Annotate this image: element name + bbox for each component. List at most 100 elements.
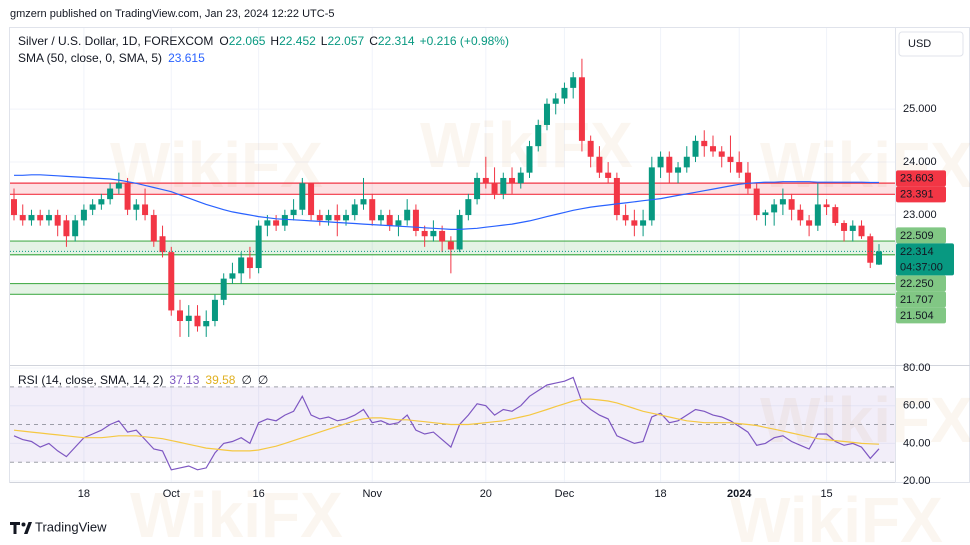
- candle-body: [19, 215, 26, 221]
- candle-body: [299, 183, 306, 210]
- candle-body: [238, 257, 245, 274]
- price-tag: [896, 186, 946, 203]
- y-tick-label: 24.000: [903, 156, 937, 168]
- candle-body: [596, 156, 603, 173]
- brand-name: TradingView: [35, 519, 107, 534]
- candle-body: [622, 215, 629, 221]
- candle-body: [412, 209, 419, 231]
- price-tag: [896, 307, 946, 324]
- candle-body: [762, 212, 769, 216]
- sma-legend: SMA (50, close, 0, SMA, 5) 23.615: [18, 51, 205, 65]
- watermarks: WikiFXWikiFXWikiFXWikiFXWikiFXWikiFX: [110, 109, 970, 545]
- candle-body: [517, 172, 524, 184]
- candle-body: [788, 199, 795, 210]
- candle-body: [526, 146, 533, 173]
- candle-body: [797, 209, 804, 221]
- candle-body: [395, 220, 402, 226]
- candle-body: [666, 156, 673, 173]
- candle-body: [491, 183, 498, 194]
- candle-body: [779, 199, 786, 205]
- candle-body: [377, 215, 384, 221]
- candle-body: [281, 215, 288, 226]
- candle-body: [640, 220, 647, 226]
- last-price-label: 22.314: [900, 246, 934, 258]
- candle-body: [744, 172, 751, 189]
- candle-body: [351, 204, 358, 216]
- candle-body: [369, 199, 376, 221]
- candle-body: [718, 151, 725, 157]
- candle-body: [115, 183, 122, 189]
- x-tick-label: Oct: [163, 488, 180, 500]
- candle-body: [264, 220, 271, 226]
- rsi-tick-label: 40.00: [903, 437, 931, 449]
- candle-body: [98, 199, 105, 205]
- candle-body: [63, 220, 70, 237]
- candle-body: [28, 215, 35, 221]
- candle-body: [535, 124, 542, 147]
- candle-body: [605, 172, 612, 178]
- candle-body: [255, 225, 262, 269]
- candle-body: [631, 220, 638, 226]
- marks: [10, 58, 895, 471]
- candle-body: [736, 162, 743, 173]
- candle-body: [806, 220, 813, 226]
- candle-body: [177, 310, 184, 322]
- candle-body: [290, 209, 297, 216]
- candle-body: [107, 188, 114, 200]
- candle-body: [72, 220, 79, 237]
- price-tag-label: 23.603: [900, 173, 934, 185]
- candle-body: [11, 199, 17, 216]
- candle-body: [727, 156, 734, 163]
- candle-body: [692, 140, 699, 157]
- rsi-tick-label: 60.00: [903, 400, 931, 412]
- x-tick-label: 2024: [727, 488, 752, 500]
- candle-body: [185, 315, 192, 322]
- published-note: gmzern published on TradingView.com, Jan…: [10, 8, 335, 20]
- candle-body: [578, 77, 585, 141]
- sma-line: [14, 174, 879, 230]
- candle-body: [89, 204, 96, 210]
- candle-body: [832, 207, 839, 223]
- price-tag-label: 21.707: [900, 294, 934, 306]
- candle-body: [500, 177, 507, 194]
- candle-body: [386, 215, 393, 226]
- price-tag: [896, 170, 946, 187]
- candle-body: [814, 204, 821, 226]
- candle-body: [474, 177, 481, 200]
- candle-body: [570, 77, 577, 88]
- candle-body: [421, 230, 428, 237]
- candle-body: [867, 236, 874, 263]
- x-tick-label: 16: [253, 488, 265, 500]
- grid: [10, 28, 895, 482]
- y-tick-label: 25.000: [903, 103, 937, 115]
- candle-body: [613, 177, 620, 216]
- zone: [10, 283, 895, 295]
- x-tick-label: 20: [480, 488, 492, 500]
- candle-body: [150, 215, 157, 242]
- candle-body: [360, 199, 367, 205]
- candle-body: [220, 278, 227, 300]
- candle-body: [552, 98, 559, 104]
- candle-body: [80, 209, 87, 221]
- price-tag-label: 21.504: [900, 310, 934, 322]
- price-tag: [896, 291, 946, 308]
- candle-body: [683, 156, 690, 168]
- candle-body: [447, 241, 454, 250]
- candle-body: [229, 273, 236, 279]
- candle-body: [701, 140, 708, 147]
- x-tick-label: 18: [78, 488, 90, 500]
- currency-label: USD: [908, 38, 931, 50]
- currency-button[interactable]: [898, 31, 964, 57]
- rsi-tick-label: 80.00: [903, 362, 931, 374]
- candle-body: [159, 236, 166, 253]
- candle-body: [133, 204, 140, 210]
- candle-body: [343, 215, 350, 221]
- y-tick-label: 23.000: [903, 209, 937, 221]
- candle-body: [430, 230, 437, 237]
- candle-body: [246, 257, 253, 269]
- candle-body: [203, 321, 210, 327]
- x-tick-label: Nov: [362, 488, 382, 500]
- candle-body: [334, 215, 341, 221]
- price-tag-label: 22.250: [900, 278, 934, 290]
